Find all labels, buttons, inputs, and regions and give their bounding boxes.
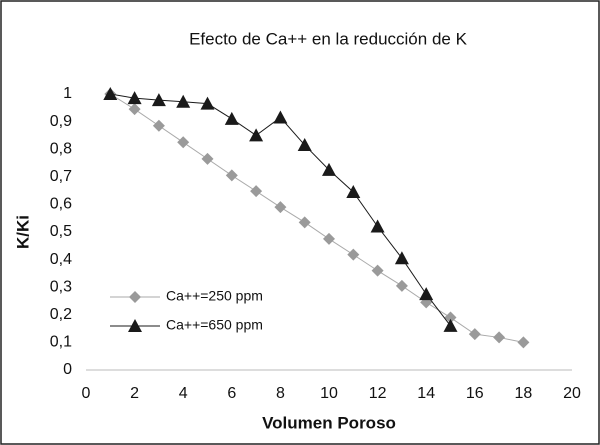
marker-triangle	[443, 318, 458, 332]
marker-diamond	[395, 279, 408, 292]
x-tick-label: 8	[276, 385, 285, 402]
x-tick-label: 6	[227, 385, 236, 402]
marker-triangle	[103, 87, 118, 100]
marker-diamond	[371, 264, 384, 277]
marker-diamond	[129, 291, 141, 303]
x-tick-label: 20	[563, 385, 581, 402]
x-tick-label: 10	[320, 385, 338, 402]
legend-label: Ca++=250 ppm	[166, 288, 263, 304]
marker-triangle	[224, 111, 239, 125]
marker-triangle	[419, 287, 434, 301]
y-tick-label: 0,8	[50, 140, 72, 157]
marker-diamond	[298, 216, 311, 229]
x-tick-label: 18	[515, 385, 533, 402]
marker-triangle	[370, 219, 385, 233]
marker-diamond	[517, 336, 530, 349]
marker-triangle	[394, 251, 409, 265]
y-tick-label: 0,2	[50, 306, 72, 323]
x-tick-label: 0	[82, 385, 91, 402]
x-axis-title: Volumen Poroso	[262, 413, 396, 432]
marker-triangle	[151, 93, 166, 107]
marker-diamond	[274, 201, 287, 214]
marker-diamond	[323, 232, 335, 245]
y-tick-label: 0,5	[50, 223, 72, 240]
y-tick-label: 0	[63, 361, 72, 378]
marker-triangle	[128, 319, 142, 332]
marker-diamond	[152, 119, 165, 132]
marker-triangle	[127, 91, 142, 105]
x-tick-label: 16	[466, 385, 484, 402]
y-tick-label: 0,6	[50, 196, 72, 213]
y-tick-label: 0,4	[50, 251, 72, 268]
marker-diamond	[225, 169, 238, 182]
x-tick-label: 14	[417, 385, 435, 402]
y-tick-label: 0,3	[50, 278, 72, 295]
marker-diamond	[444, 311, 457, 324]
marker-triangle	[346, 184, 361, 198]
marker-diamond	[128, 103, 141, 116]
y-tick-label: 0,7	[50, 168, 72, 185]
y-tick-label: 0,9	[50, 113, 72, 130]
x-tick-label: 2	[130, 385, 139, 402]
marker-triangle	[273, 110, 288, 124]
marker-diamond	[177, 136, 190, 149]
marker-diamond	[250, 185, 263, 198]
x-tick-label: 4	[179, 385, 188, 402]
marker-triangle	[176, 94, 191, 108]
marker-triangle	[200, 96, 215, 110]
marker-diamond	[347, 248, 360, 261]
legend-label: Ca++=650 ppm	[166, 317, 263, 333]
marker-diamond	[468, 328, 481, 341]
marker-triangle	[297, 138, 312, 152]
x-tick-label: 12	[369, 385, 387, 402]
y-tick-label: 1	[63, 85, 72, 102]
chart-title: Efecto de Ca++ en la reducción de K	[189, 29, 468, 48]
marker-diamond	[493, 331, 506, 344]
y-tick-label: 0,1	[50, 334, 72, 351]
marker-diamond	[201, 152, 214, 165]
series-line	[110, 93, 524, 343]
y-axis-title: K/Ki	[13, 215, 32, 249]
marker-triangle	[322, 162, 336, 176]
marker-triangle	[249, 128, 264, 142]
